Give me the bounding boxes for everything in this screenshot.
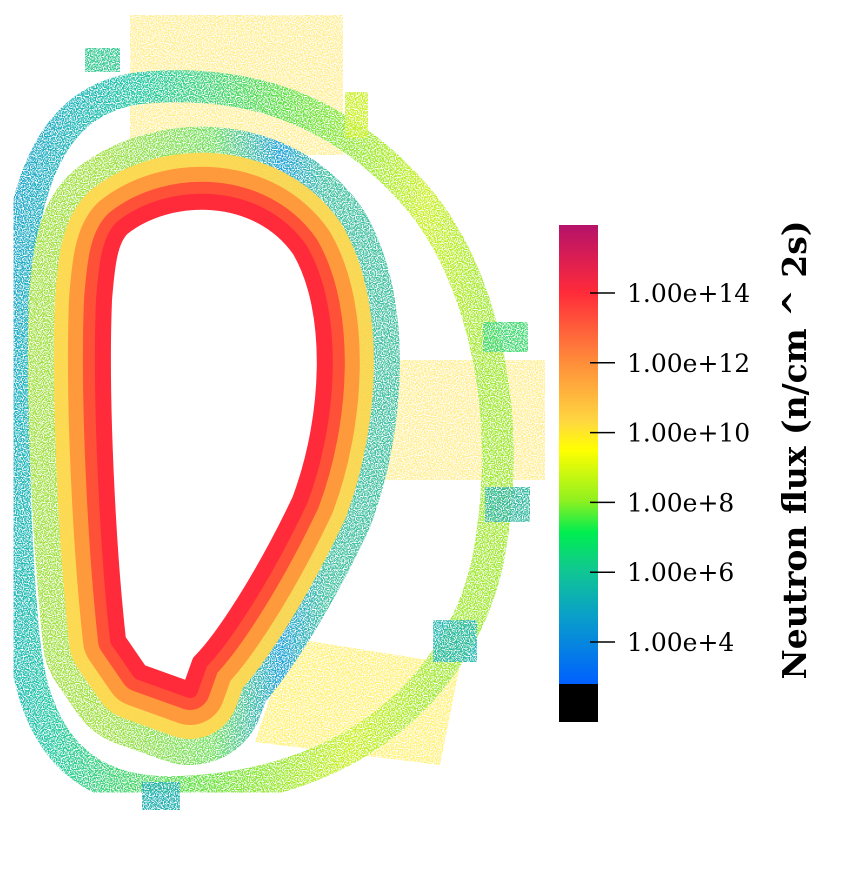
block xyxy=(433,620,477,662)
colorbar-tick-label: 1.00e+4 xyxy=(627,628,734,657)
lower-port xyxy=(255,638,460,765)
colorbar-tick-label: 1.00e+6 xyxy=(627,558,734,587)
block xyxy=(85,48,120,72)
diagnostic-blocks xyxy=(85,48,530,810)
outboard-port xyxy=(385,360,545,480)
colorbar: 1.00e+14 1.00e+12 1.00e+10 1.00e+8 1.00e+6 1.… xyxy=(559,221,814,722)
block xyxy=(483,322,528,352)
colorbar-below-range xyxy=(559,684,598,722)
colorbar-tick-label: 1.00e+14 xyxy=(627,279,750,308)
colorbar-tick-label: 1.00e+8 xyxy=(627,488,734,517)
block xyxy=(142,782,180,810)
colorbar-tick-label: 1.00e+12 xyxy=(627,349,750,378)
colorbar-tick-label: 1.00e+10 xyxy=(627,419,750,448)
blanket xyxy=(53,152,374,739)
block xyxy=(345,92,368,138)
colorbar-title: Neutron flux (n/cm ^ 2s) xyxy=(775,221,814,680)
block xyxy=(485,487,530,522)
colorbar-gradient xyxy=(559,225,598,684)
vacuum-vessel-ring xyxy=(0,70,514,809)
